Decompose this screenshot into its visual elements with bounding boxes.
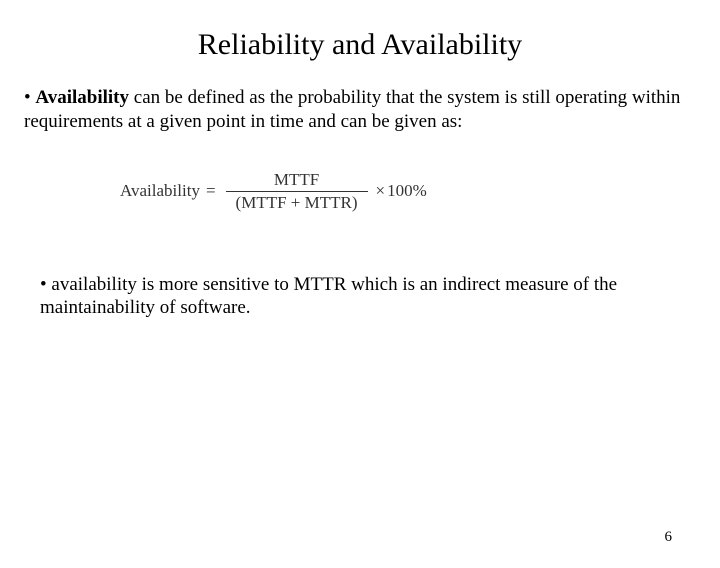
term-availability: Availability (35, 87, 129, 108)
paragraph-mttr-note: • availability is more sensitive to MTTR… (40, 273, 680, 321)
bullet-icon: • (24, 87, 31, 108)
page-number: 6 (665, 529, 673, 546)
mttr-note-text: availability is more sensitive to MTTR w… (40, 274, 617, 319)
formula-denominator: (MTTF + MTTR) (226, 191, 368, 213)
bullet-icon: • (40, 274, 47, 295)
times-sign: × (376, 181, 386, 201)
formula-suffix: 100% (387, 181, 427, 201)
slide: Reliability and Availability • Availabil… (0, 28, 720, 568)
formula-fraction: MTTF (MTTF + MTTR) (226, 170, 368, 213)
availability-formula: Availability = MTTF (MTTF + MTTR) × 100% (120, 170, 720, 213)
formula-label: Availability (120, 181, 200, 201)
formula-numerator: MTTF (264, 170, 329, 191)
paragraph-availability-definition: • Availability can be defined as the pro… (24, 86, 696, 134)
slide-title: Reliability and Availability (0, 28, 720, 62)
equals-sign: = (206, 181, 216, 201)
